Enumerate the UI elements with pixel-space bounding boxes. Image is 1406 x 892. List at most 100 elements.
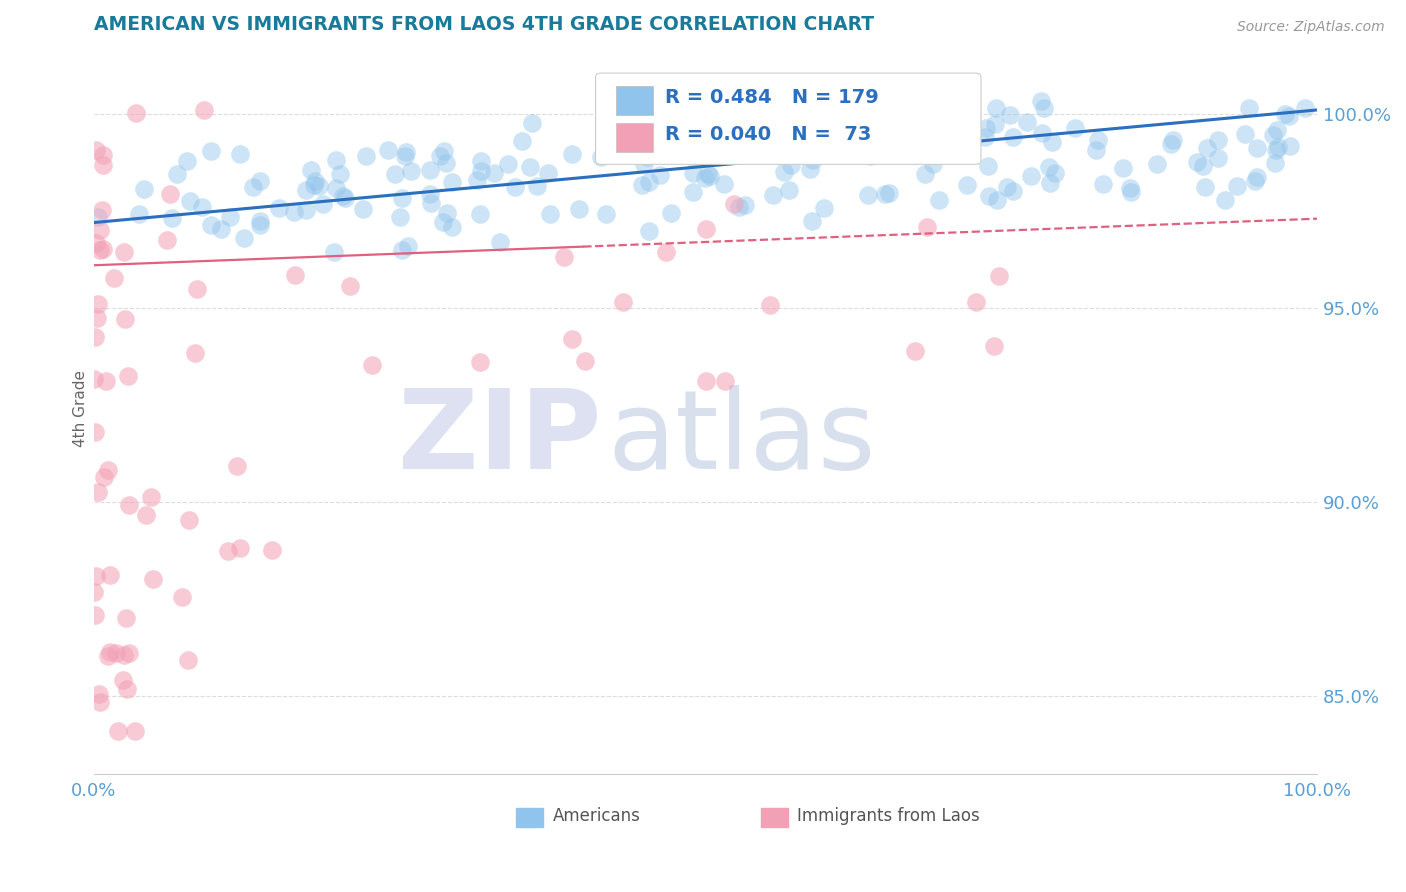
Point <box>302 178 325 192</box>
Point <box>172 590 194 604</box>
Point <box>177 653 200 667</box>
Point <box>419 163 441 178</box>
Point <box>915 220 938 235</box>
Point <box>429 149 451 163</box>
Point <box>553 250 575 264</box>
Point <box>98 568 121 582</box>
Point <box>118 646 141 660</box>
Point <box>1032 101 1054 115</box>
Point <box>84 143 107 157</box>
Point <box>249 219 271 233</box>
Point <box>659 206 682 220</box>
Point <box>995 180 1018 194</box>
Point <box>312 197 335 211</box>
Point <box>773 165 796 179</box>
Text: Source: ZipAtlas.com: Source: ZipAtlas.com <box>1237 20 1385 34</box>
Point <box>1206 133 1229 147</box>
Point <box>103 271 125 285</box>
Point <box>998 108 1021 122</box>
Point <box>229 147 252 161</box>
Point <box>323 244 346 259</box>
Point <box>325 181 347 195</box>
Point <box>304 174 326 188</box>
Point <box>633 156 655 170</box>
Point <box>904 344 927 359</box>
Point <box>159 187 181 202</box>
Point <box>728 200 751 214</box>
Point <box>1092 178 1115 192</box>
Y-axis label: 4th Grade: 4th Grade <box>73 370 89 448</box>
Point <box>419 187 441 202</box>
Point <box>124 724 146 739</box>
Point <box>384 167 406 181</box>
Point <box>974 121 997 136</box>
Point <box>391 243 413 257</box>
Point <box>89 695 111 709</box>
Point <box>801 153 824 168</box>
Point <box>568 202 591 217</box>
Point <box>759 297 782 311</box>
Point <box>1043 166 1066 180</box>
Point <box>650 168 672 182</box>
Point <box>87 484 110 499</box>
Point <box>561 147 583 161</box>
Point <box>117 682 139 697</box>
Point <box>658 146 681 161</box>
Point <box>440 219 463 234</box>
Point <box>470 164 492 178</box>
Point <box>870 114 893 128</box>
Point <box>643 140 665 154</box>
Point <box>377 143 399 157</box>
Point <box>467 173 489 187</box>
Point <box>1294 101 1316 115</box>
Point <box>83 330 105 344</box>
Point <box>440 175 463 189</box>
Point <box>817 137 839 152</box>
Point <box>1267 140 1289 154</box>
Point <box>1111 161 1133 176</box>
Point <box>139 490 162 504</box>
Point <box>699 169 721 183</box>
Point <box>779 142 801 156</box>
Text: Americans: Americans <box>553 807 641 825</box>
Point <box>725 85 748 99</box>
Point <box>1197 141 1219 155</box>
Point <box>956 178 979 192</box>
Point <box>388 210 411 224</box>
Point <box>193 103 215 117</box>
Text: atlas: atlas <box>607 384 876 491</box>
Point <box>799 161 821 176</box>
Point <box>856 188 879 202</box>
Point <box>952 106 974 120</box>
Point <box>432 215 454 229</box>
Point <box>914 167 936 181</box>
Point <box>876 120 898 134</box>
Point <box>135 508 157 523</box>
Point <box>801 214 824 228</box>
Point <box>394 148 416 162</box>
Text: AMERICAN VS IMMIGRANTS FROM LAOS 4TH GRADE CORRELATION CHART: AMERICAN VS IMMIGRANTS FROM LAOS 4TH GRA… <box>94 15 875 34</box>
Point <box>217 543 239 558</box>
Point <box>1038 160 1060 174</box>
Point <box>1226 178 1249 193</box>
Point <box>775 124 797 138</box>
FancyBboxPatch shape <box>616 86 652 115</box>
Point <box>602 112 624 126</box>
Point <box>496 157 519 171</box>
Point <box>984 117 1007 131</box>
Point <box>848 147 870 161</box>
Point <box>125 105 148 120</box>
Point <box>832 128 855 143</box>
Point <box>232 231 254 245</box>
FancyBboxPatch shape <box>596 73 981 164</box>
Point <box>537 166 560 180</box>
Point <box>468 207 491 221</box>
Point <box>176 154 198 169</box>
Point <box>612 294 634 309</box>
Point <box>184 345 207 359</box>
Point <box>160 211 183 226</box>
Point <box>983 338 1005 352</box>
Point <box>225 459 247 474</box>
Point <box>142 572 165 586</box>
Point <box>399 164 422 178</box>
